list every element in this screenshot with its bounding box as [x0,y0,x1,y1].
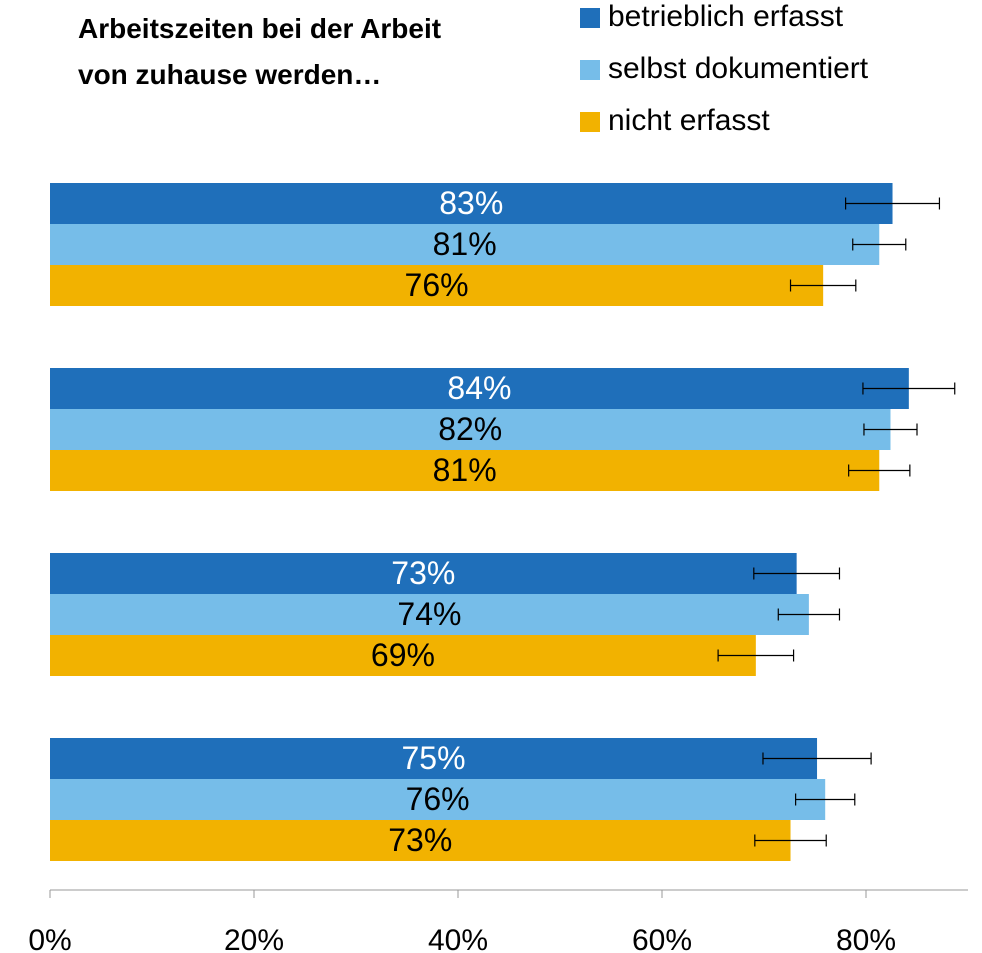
chart-title: Arbeitszeiten bei der Arbeit von zuhause… [78,13,442,90]
bar [50,265,824,306]
bar [50,594,809,635]
legend-swatch [580,60,600,80]
bar [50,450,880,491]
bar [50,409,891,450]
x-tick-label: 60% [632,924,692,953]
x-tick-label: 20% [224,924,284,953]
value-label: 74% [397,596,461,632]
x-tick-label: 0% [28,924,71,953]
value-label: 75% [401,740,465,776]
x-tick-label: 40% [428,924,488,953]
bar [50,553,797,594]
value-label: 73% [388,822,452,858]
legend-swatch [580,8,600,28]
value-label: 81% [433,226,497,262]
bar [50,738,818,779]
value-label: 84% [447,370,511,406]
bar [50,779,826,820]
bar [50,368,909,409]
x-tick-label: 80% [836,924,896,953]
value-label: 83% [439,185,503,221]
value-label: 81% [433,452,497,488]
value-label: 69% [371,637,435,673]
value-label: 82% [438,411,502,447]
bar [50,224,880,265]
legend-swatch [580,112,600,132]
legend-label: nicht erfasst [608,104,770,137]
value-label: 76% [405,267,469,303]
legend-label: selbst dokumentiert [608,52,869,85]
bar [50,820,791,861]
value-label: 76% [406,781,470,817]
bar [50,635,756,676]
bar [50,183,893,224]
legend-label: betrieblich erfasst [608,0,844,33]
value-label: 73% [391,555,455,591]
